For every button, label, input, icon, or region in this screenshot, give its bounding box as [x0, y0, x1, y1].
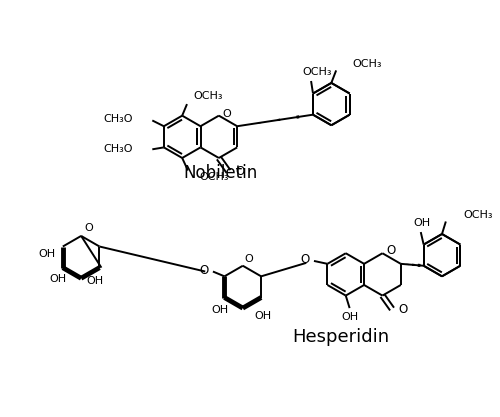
Text: O: O [200, 264, 209, 277]
Text: OH: OH [86, 276, 103, 286]
Text: OH: OH [413, 219, 430, 229]
Text: OH: OH [211, 305, 228, 315]
Text: OCH₃: OCH₃ [352, 59, 382, 69]
Text: OCH₃: OCH₃ [463, 210, 492, 220]
Text: O: O [301, 254, 310, 266]
Text: O: O [399, 303, 408, 316]
Text: OH: OH [254, 311, 272, 321]
Text: OCH₃: OCH₃ [194, 91, 223, 101]
Text: OH: OH [50, 274, 66, 284]
Text: OCH₃: OCH₃ [302, 67, 332, 77]
Text: O: O [235, 165, 244, 178]
Text: OH: OH [341, 312, 358, 322]
Text: Hesperidin: Hesperidin [292, 328, 390, 346]
Text: O: O [84, 223, 93, 233]
Text: O: O [244, 254, 254, 264]
Text: O: O [386, 244, 396, 257]
Text: OCH₃: OCH₃ [200, 172, 229, 182]
Text: OH: OH [38, 249, 55, 259]
Text: Nobiletin: Nobiletin [184, 164, 258, 182]
Text: O: O [222, 109, 232, 119]
Text: CH₃O: CH₃O [104, 113, 133, 123]
Text: CH₃O: CH₃O [104, 144, 133, 154]
